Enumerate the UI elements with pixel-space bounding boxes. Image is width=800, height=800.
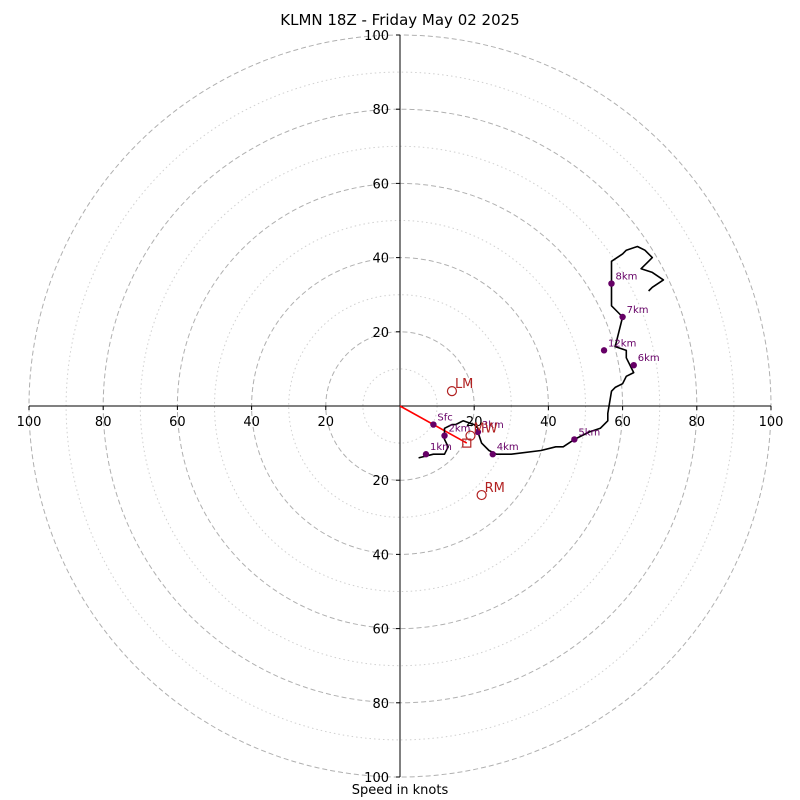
hodograph-trace [418,245,665,459]
height-label-8km: 8km [615,272,637,283]
height-label-3km: 3km [482,420,504,431]
height-label-Sfc: Sfc [437,413,452,424]
tick-label-y-neg-40: 40 [372,548,389,563]
storm-motion-RM [476,489,487,501]
height-marker-12km [600,347,608,354]
tick-label-x-neg-60: 60 [169,415,186,430]
storm-motion-label-MW: MW [473,422,497,437]
height-marker-4km [489,451,496,458]
axis-caption: Speed in knots [351,783,449,798]
tick-label-x-pos-60: 60 [614,415,631,430]
height-marker-5km [571,436,578,443]
storm-motion-DTM [462,438,472,448]
tick-labels: 20 20 20 20 40 40 40 40 60 60 60 60 80 80 80 80 100 100 10… [17,29,784,786]
height-marker-1km [422,451,430,458]
tick-label-y-neg-20: 20 [372,474,389,489]
storm-motion-label-LM: LM [455,377,473,392]
storm-motions: LM RM MW [446,377,505,501]
height-label-7km: 7km [627,305,649,316]
tick-label-y-pos-60: 60 [372,177,389,192]
height-marker-Sfc [430,421,437,428]
wind-trace [418,245,665,459]
tick-label-x-pos-100: 100 [759,415,784,430]
tick-label-x-pos-40: 40 [540,415,557,430]
tick-label-x-neg-40: 40 [243,415,260,430]
tick-label-x-pos-20: 20 [466,415,483,430]
tick-label-y-pos-20: 20 [372,326,389,341]
height-marker-3km [474,428,482,436]
height-label-4km: 4km [497,442,519,453]
tick-label-x-neg-100: 100 [17,415,42,430]
tick-label-y-pos-40: 40 [372,252,389,267]
height-label-6km: 6km [638,353,660,364]
height-label-5km: 5km [578,427,600,438]
chart-title: KLMN 18Z - Friday May 02 2025 [280,11,520,29]
storm-motion-label-RM: RM [485,481,505,496]
tick-label-y-neg-100: 100 [364,771,389,786]
height-label-2km: 2km [449,424,471,435]
tick-label-y-neg-80: 80 [372,697,389,712]
tick-label-x-pos-80: 80 [689,415,706,430]
tick-label-y-pos-100: 100 [364,29,389,44]
storm-motion-LM [446,386,458,397]
height-marker-7km [619,313,626,321]
tick-label-x-neg-80: 80 [95,415,112,430]
height-markers: Sfc 1km 2km 3km 4km 5km 6km 7km 8km 12km [422,272,660,458]
height-marker-2km [441,432,448,439]
height-label-1km: 1km [430,442,452,453]
tick-label-x-neg-20: 20 [318,415,335,430]
height-marker-8km [608,280,615,287]
tick-label-y-neg-60: 60 [372,623,389,638]
height-marker-6km [630,361,637,369]
height-label-12km: 12km [608,338,636,349]
tick-label-y-pos-80: 80 [372,103,389,118]
